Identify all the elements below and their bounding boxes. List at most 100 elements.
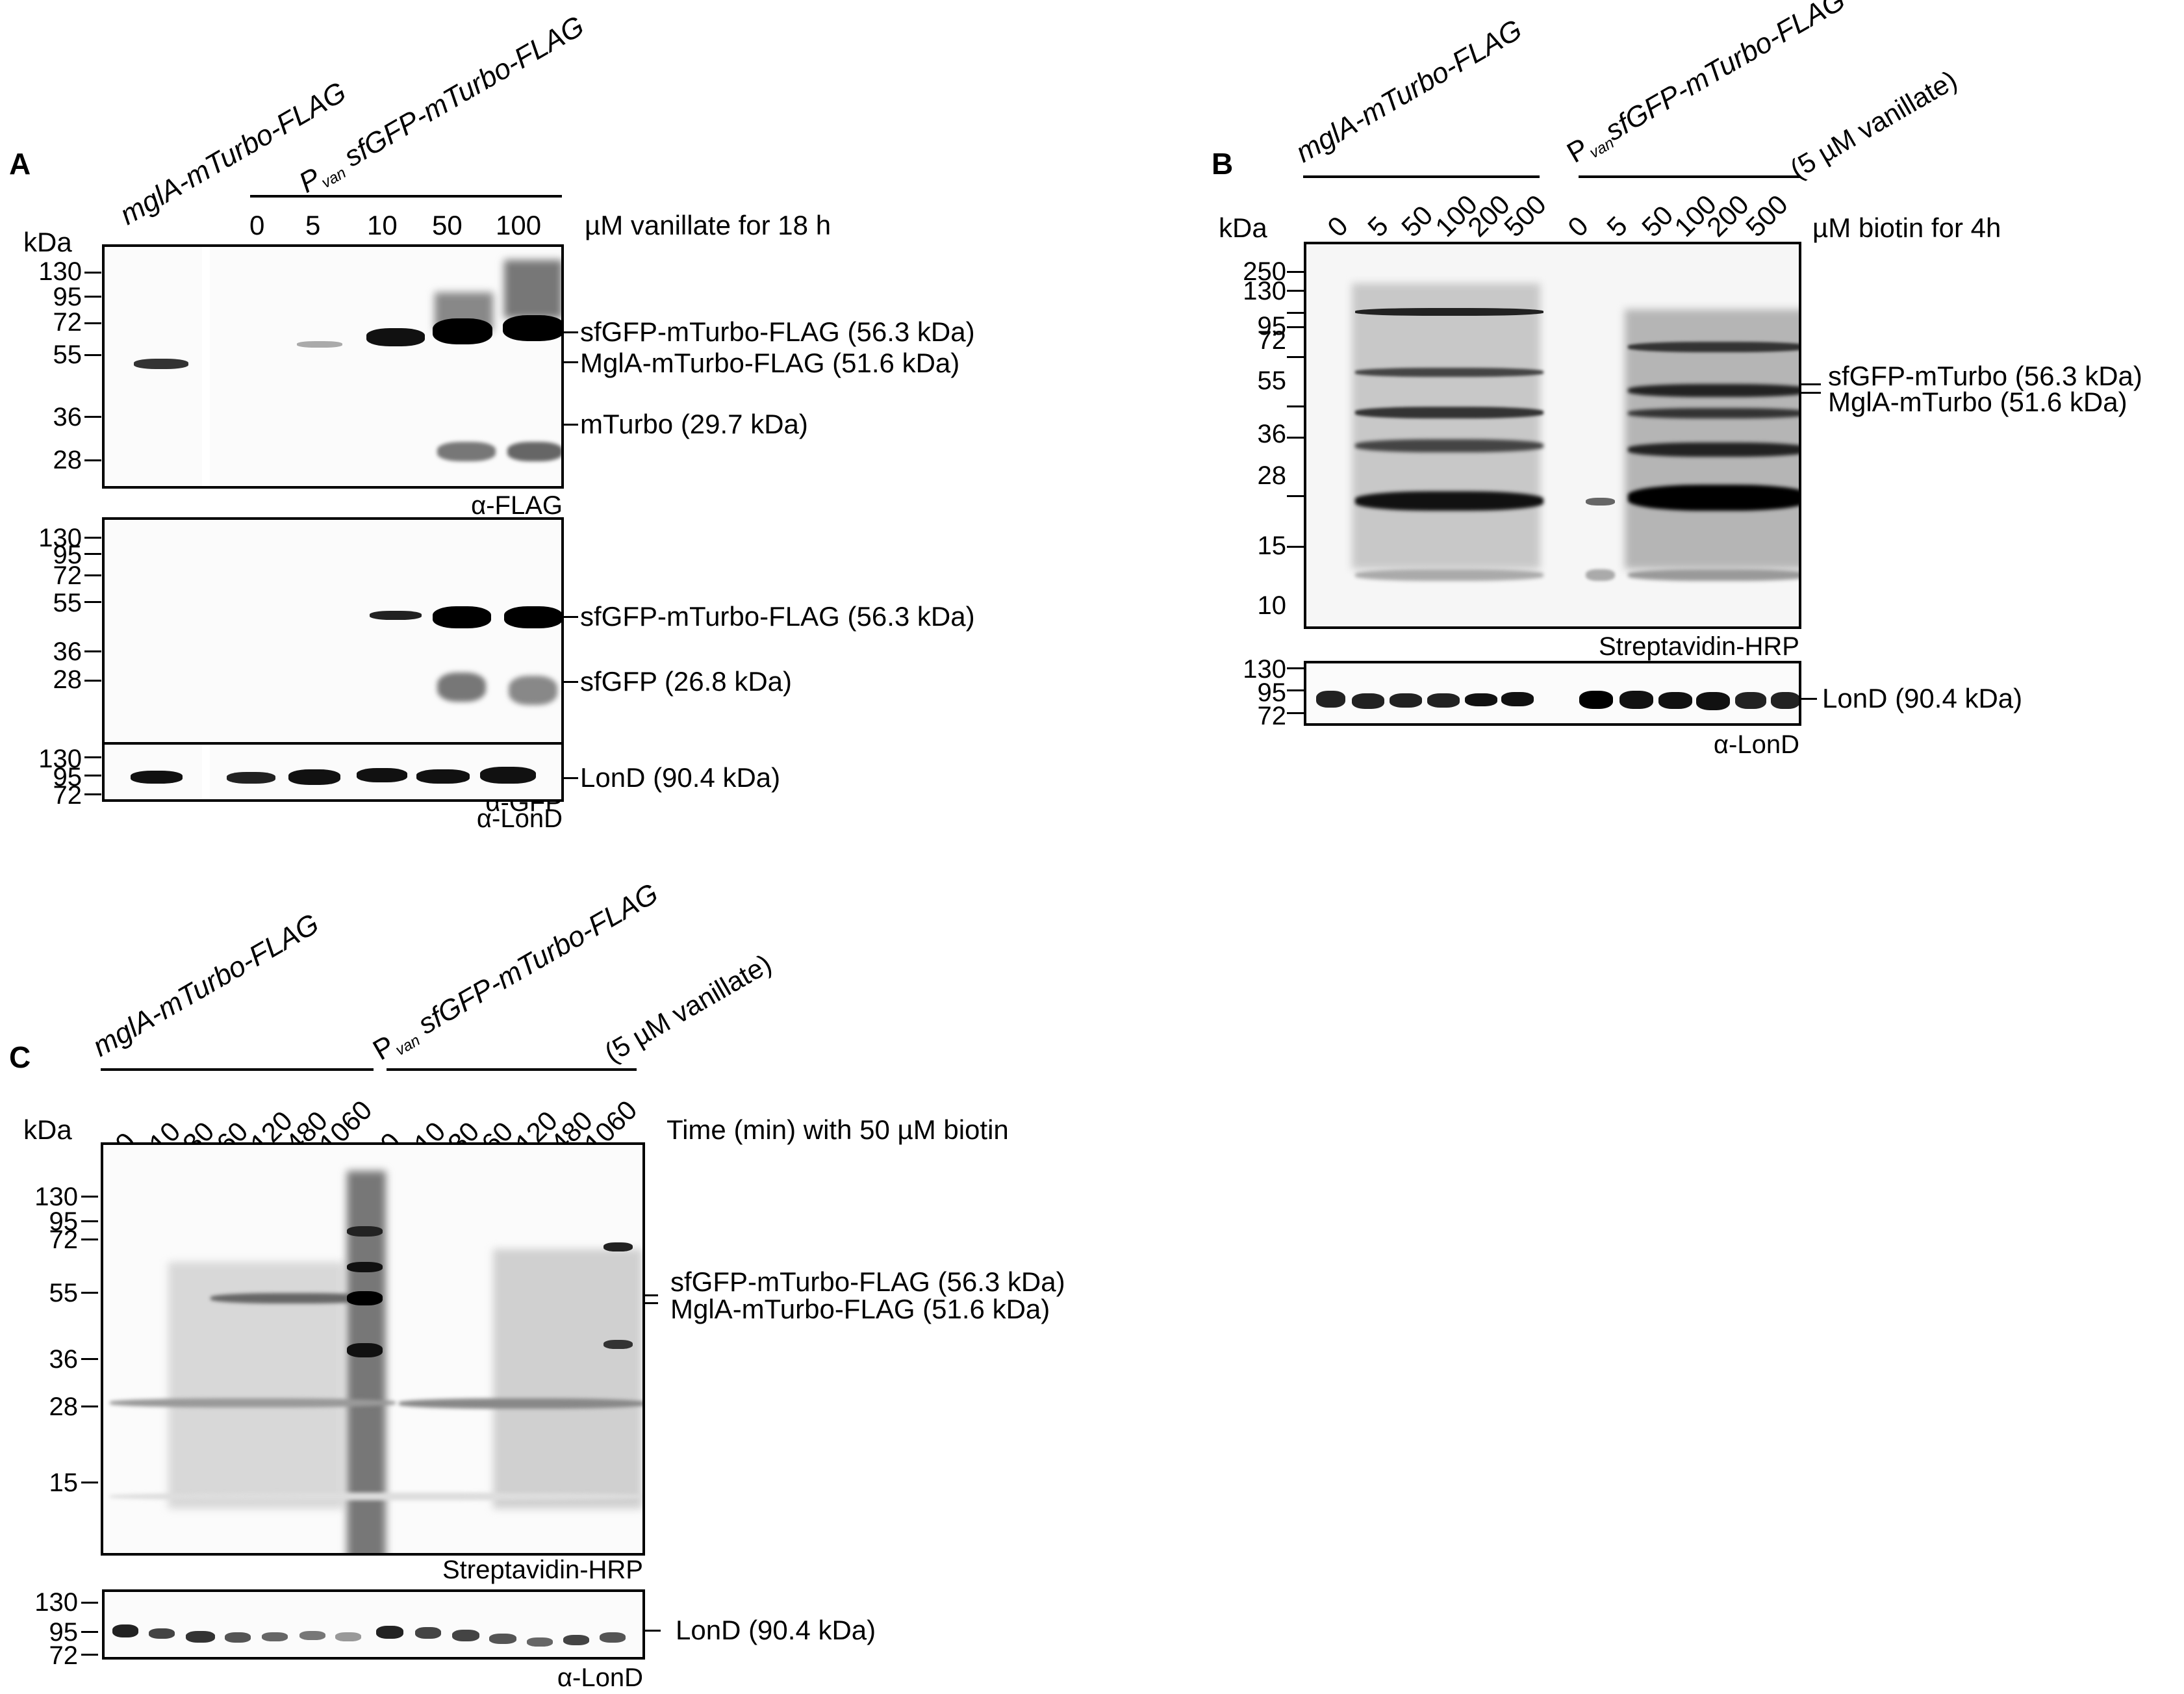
band [1355,439,1543,452]
band [1355,407,1543,418]
mw-marker: 72 [49,1226,79,1254]
mw-marker: 36 [1257,420,1287,448]
mw-tick [1287,312,1304,314]
band [600,1632,626,1643]
band [1352,693,1384,709]
mw-tick [81,1654,98,1656]
band-label: sfGFP-mTurbo-FLAG (56.3 kDa) [580,316,975,347]
strain-bracket-line [250,195,562,198]
strain-label-mgla: mglA-mTurbo-FLAG [1290,13,1528,169]
lane-axis-label: µM vanillate for 18 h [585,210,832,240]
blot-c-streptavidin [101,1142,645,1556]
band [335,1632,361,1641]
mw-marker: 72 [49,1641,79,1670]
mw-marker: 72 [53,561,83,590]
band [225,1632,251,1643]
mw-marker: 36 [53,403,83,431]
band [452,1630,479,1641]
mw-marker: 72 [1257,702,1287,730]
mw-tick [1287,712,1304,714]
strain-bracket-line [387,1068,637,1071]
mw-marker: 95 [53,763,83,791]
band [347,1226,383,1237]
band [376,1626,403,1639]
strain-bracket-line [1579,175,1801,178]
mw-tick [1287,405,1304,407]
antibody-label: α-FLAG [471,491,563,520]
mw-tick [81,1358,98,1360]
mw-marker: 36 [49,1345,79,1374]
antibody-label: α-LonD [557,1663,643,1692]
band [347,1291,383,1305]
mw-marker: 28 [49,1392,79,1421]
kda-label: kDa [23,1114,72,1145]
band-mturbo [437,442,496,461]
mw-marker: 36 [53,637,83,666]
lane-label: 10 [367,210,398,240]
mw-marker: 28 [53,446,83,474]
lane-gap [202,745,210,799]
mw-tick [84,775,101,776]
band [227,772,275,784]
band-pointer [1801,698,1817,700]
band [503,315,561,341]
strain-bracket-line [101,1068,374,1071]
band [603,1340,633,1349]
mw-tick [84,553,101,555]
mw-marker: 130 [1243,277,1286,305]
band-mgla [134,359,188,369]
band [563,1635,589,1645]
band-pointer [1801,392,1821,394]
band-mturbo [507,442,561,461]
mw-marker: 130 [34,1588,78,1617]
mw-marker: 130 [38,745,82,773]
band [149,1628,175,1639]
band [1619,691,1653,709]
band-label: mTurbo (29.7 kDa) [580,409,808,439]
band [1628,569,1799,581]
panel-letter-a: A [9,147,31,181]
band [131,771,183,784]
strain-label-mgla: mglA-mTurbo-FLAG [114,75,352,231]
mw-tick [84,537,101,539]
mw-marker: 15 [1257,532,1287,560]
lane-label: 5 [1601,210,1633,243]
mw-tick [1287,667,1304,669]
band [347,1262,383,1272]
lane-label: 0 [1321,210,1354,243]
mw-marker: 10 [1257,591,1287,620]
band [527,1637,553,1647]
band-pointer [564,361,578,363]
band [347,1343,383,1357]
mw-marker: 130 [34,1183,78,1211]
antibody-label: Streptavidin-HRP [1598,632,1799,661]
mw-tick [84,416,101,418]
mw-marker: 15 [49,1469,79,1497]
lane-label: 50 [432,210,463,240]
band [297,341,342,348]
band [489,1634,516,1644]
kda-label: kDa [1219,212,1267,243]
mw-tick [81,1292,98,1294]
kda-label: kDa [23,227,72,257]
mw-tick [84,272,101,274]
band-label: LonD (90.4 kDa) [580,762,781,793]
mw-marker: 55 [1257,366,1287,395]
band [1696,692,1730,710]
mw-tick [1287,437,1304,439]
mw-tick [81,1196,98,1198]
band-pointer [564,777,578,779]
band [1390,693,1422,708]
band [433,606,491,628]
mw-marker: 55 [49,1279,79,1307]
band-label: MglA-mTurbo (51.6 kDa) [1828,387,2127,417]
lane-smear [493,1249,642,1509]
mw-tick [84,650,101,652]
mw-tick [1287,356,1304,358]
mw-marker: 250 [1243,257,1286,286]
band [110,1398,396,1407]
band [110,1493,642,1500]
band [1465,693,1497,706]
blot-a-lond [102,742,564,802]
mw-marker: 55 [53,589,83,617]
